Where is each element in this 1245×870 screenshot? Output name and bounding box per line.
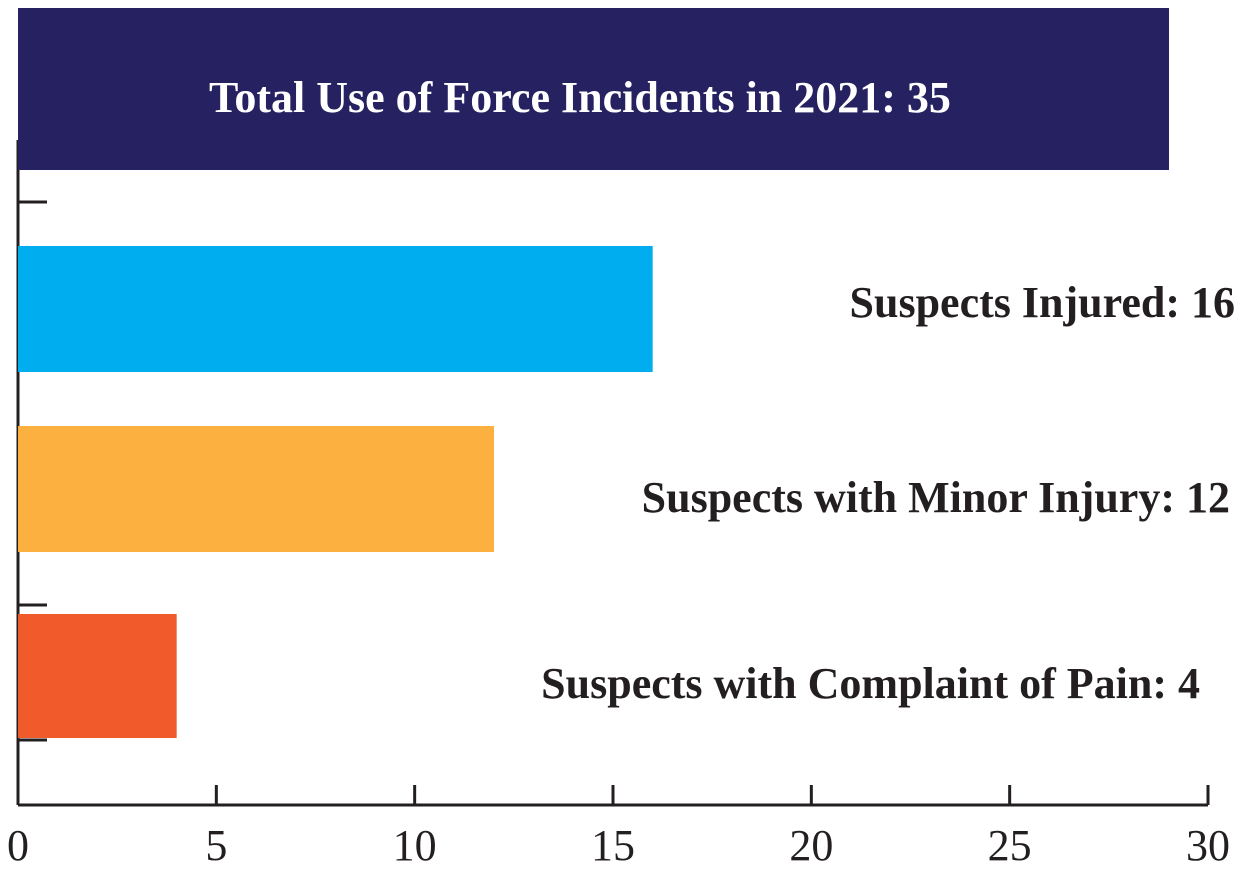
data-label: Suspects with Complaint of Pain: 4 — [541, 659, 1200, 708]
x-tick-label: 25 — [988, 821, 1032, 870]
x-tick-label: 5 — [205, 821, 227, 870]
x-tick-label: 30 — [1186, 821, 1230, 870]
data-label: Suspects Injured: 16 — [850, 278, 1235, 327]
bars — [18, 8, 1169, 738]
x-tick-label: 20 — [789, 821, 833, 870]
x-tick-label: 15 — [591, 821, 635, 870]
x-tick-label: 0 — [7, 821, 29, 870]
data-label: Suspects with Minor Injury: 12 — [642, 473, 1230, 522]
bar — [18, 614, 177, 738]
x-tick-label: 10 — [393, 821, 437, 870]
bar — [18, 246, 653, 372]
bar — [18, 8, 1169, 170]
data-label: Total Use of Force Incidents in 2021: 35 — [209, 73, 951, 122]
bar — [18, 426, 494, 552]
